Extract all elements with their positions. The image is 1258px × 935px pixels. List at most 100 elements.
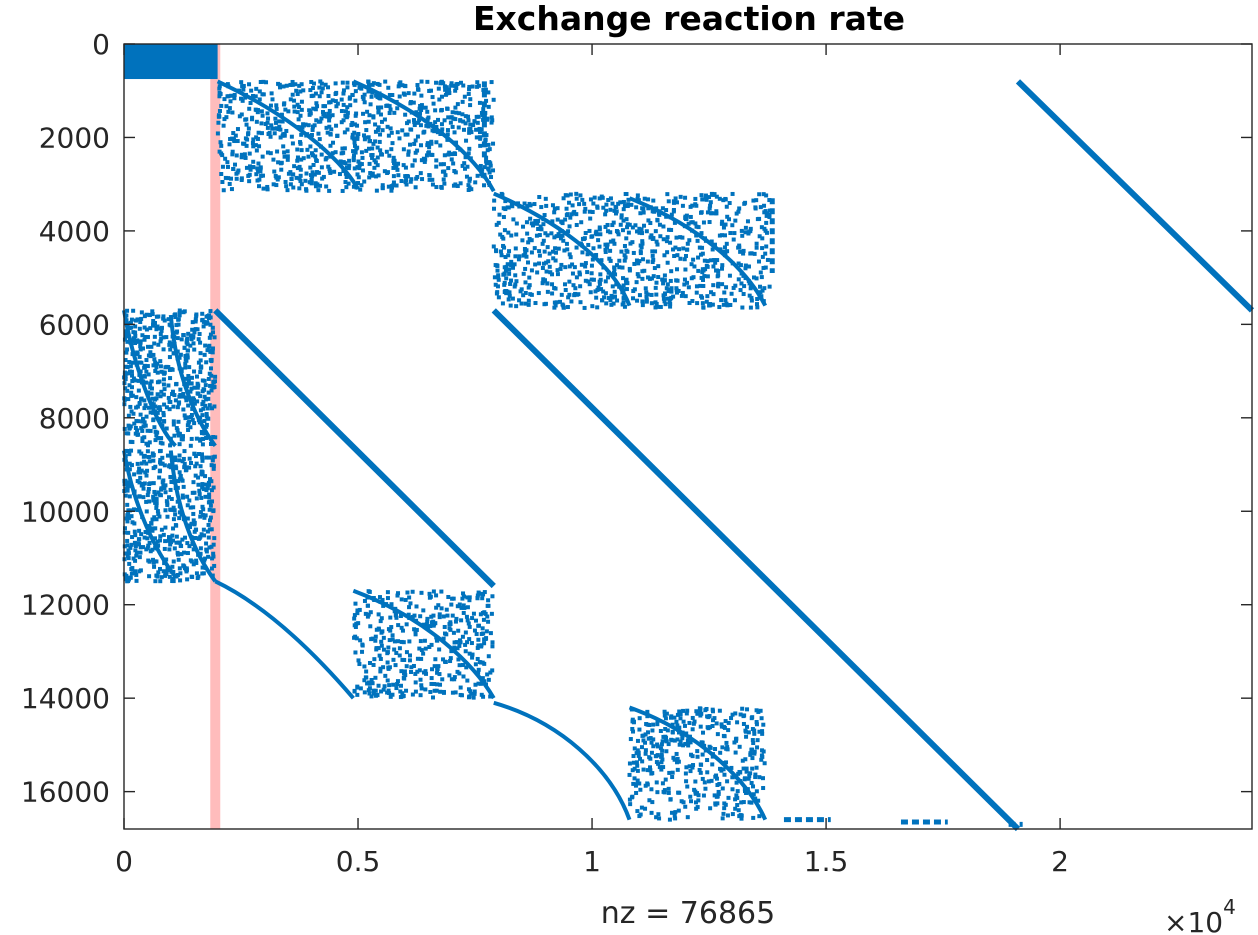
nonzero-point <box>386 85 391 90</box>
nonzero-point <box>200 455 205 460</box>
nonzero-point <box>387 683 392 688</box>
nonzero-point <box>523 290 528 295</box>
nonzero-point <box>692 264 697 269</box>
nonzero-point <box>598 272 603 277</box>
nonzero-point <box>126 515 131 520</box>
nonzero-point <box>675 267 680 272</box>
nonzero-point <box>613 211 618 216</box>
nonzero-point <box>483 87 488 92</box>
nonzero-point <box>319 152 324 157</box>
nonzero-point <box>256 169 261 174</box>
nonzero-point <box>235 127 240 132</box>
nonzero-point <box>698 724 703 729</box>
nonzero-point <box>543 196 548 201</box>
nonzero-point <box>524 248 529 253</box>
nonzero-point <box>486 677 491 682</box>
nonzero-point <box>685 241 690 246</box>
nonzero-point <box>509 259 514 264</box>
nonzero-point <box>470 84 475 89</box>
nonzero-point <box>476 681 481 686</box>
nonzero-point <box>655 790 660 795</box>
nonzero-point <box>320 110 325 115</box>
nonzero-point <box>156 436 161 441</box>
nonzero-point <box>129 542 134 547</box>
nonzero-point <box>450 690 455 695</box>
nonzero-point <box>389 602 394 607</box>
nonzero-point <box>232 92 237 97</box>
nonzero-point <box>370 173 375 178</box>
nonzero-point <box>161 392 166 397</box>
nonzero-point <box>295 155 300 160</box>
nonzero-point <box>268 151 273 156</box>
nonzero-point <box>418 171 423 176</box>
nonzero-point <box>759 225 764 230</box>
nonzero-point <box>491 244 496 249</box>
nonzero-point <box>217 84 222 89</box>
nonzero-point <box>720 219 725 224</box>
nonzero-point <box>183 353 188 358</box>
nonzero-point <box>365 614 370 619</box>
nonzero-point <box>753 775 758 780</box>
nonzero-point <box>461 603 466 608</box>
nonzero-point <box>764 244 769 249</box>
nonzero-point <box>376 173 381 178</box>
nonzero-point <box>188 461 193 466</box>
nonzero-point <box>439 107 444 112</box>
nonzero-point <box>707 725 712 730</box>
nonzero-point <box>344 115 349 120</box>
nonzero-point <box>590 234 595 239</box>
nonzero-point <box>355 123 360 128</box>
nonzero-point <box>271 157 276 162</box>
nonzero-point <box>144 327 149 332</box>
nonzero-point <box>186 403 191 408</box>
nonzero-point <box>331 140 336 145</box>
nonzero-point <box>425 117 430 122</box>
nonzero-point <box>399 669 404 674</box>
nonzero-point <box>714 268 719 273</box>
nonzero-point <box>199 495 204 500</box>
nonzero-point <box>161 483 166 488</box>
nonzero-point <box>749 295 754 300</box>
nonzero-point <box>413 150 418 155</box>
nonzero-point <box>621 218 626 223</box>
nonzero-point <box>461 83 466 88</box>
nonzero-point <box>181 391 186 396</box>
nonzero-point <box>340 146 345 151</box>
nonzero-point <box>406 152 411 157</box>
nonzero-point <box>678 235 683 240</box>
y-tick-label: 10000 <box>21 495 110 528</box>
nonzero-point <box>569 299 574 304</box>
x-axis-ticks: 0 0.5 1 1.5 2 <box>115 44 1069 878</box>
nonzero-point <box>724 204 729 209</box>
nonzero-point <box>699 711 704 716</box>
nonzero-point <box>384 149 389 154</box>
nonzero-point <box>125 538 130 543</box>
nonzero-point <box>635 298 640 303</box>
nonzero-point <box>207 492 212 497</box>
nonzero-point <box>645 768 650 773</box>
nonzero-point <box>308 144 313 149</box>
nonzero-point <box>603 224 608 229</box>
nonzero-point <box>401 91 406 96</box>
nonzero-point <box>577 202 582 207</box>
nonzero-point <box>423 646 428 651</box>
nonzero-point <box>681 743 686 748</box>
nonzero-point <box>139 426 144 431</box>
nonzero-point <box>743 728 748 733</box>
nonzero-point <box>199 532 204 537</box>
nonzero-point <box>183 535 188 540</box>
nonzero-point <box>678 194 683 199</box>
nonzero-point <box>318 183 323 188</box>
nonzero-point <box>475 173 480 178</box>
nonzero-point <box>179 544 184 549</box>
nonzero-point <box>368 171 373 176</box>
nonzero-point <box>754 241 759 246</box>
nonzero-point <box>644 299 649 304</box>
nonzero-point <box>486 142 491 147</box>
curve-7 <box>168 450 217 583</box>
nonzero-point <box>450 124 455 129</box>
nonzero-point <box>319 165 324 170</box>
nonzero-point <box>169 367 174 372</box>
nonzero-point <box>754 276 759 281</box>
nonzero-point <box>461 119 466 124</box>
